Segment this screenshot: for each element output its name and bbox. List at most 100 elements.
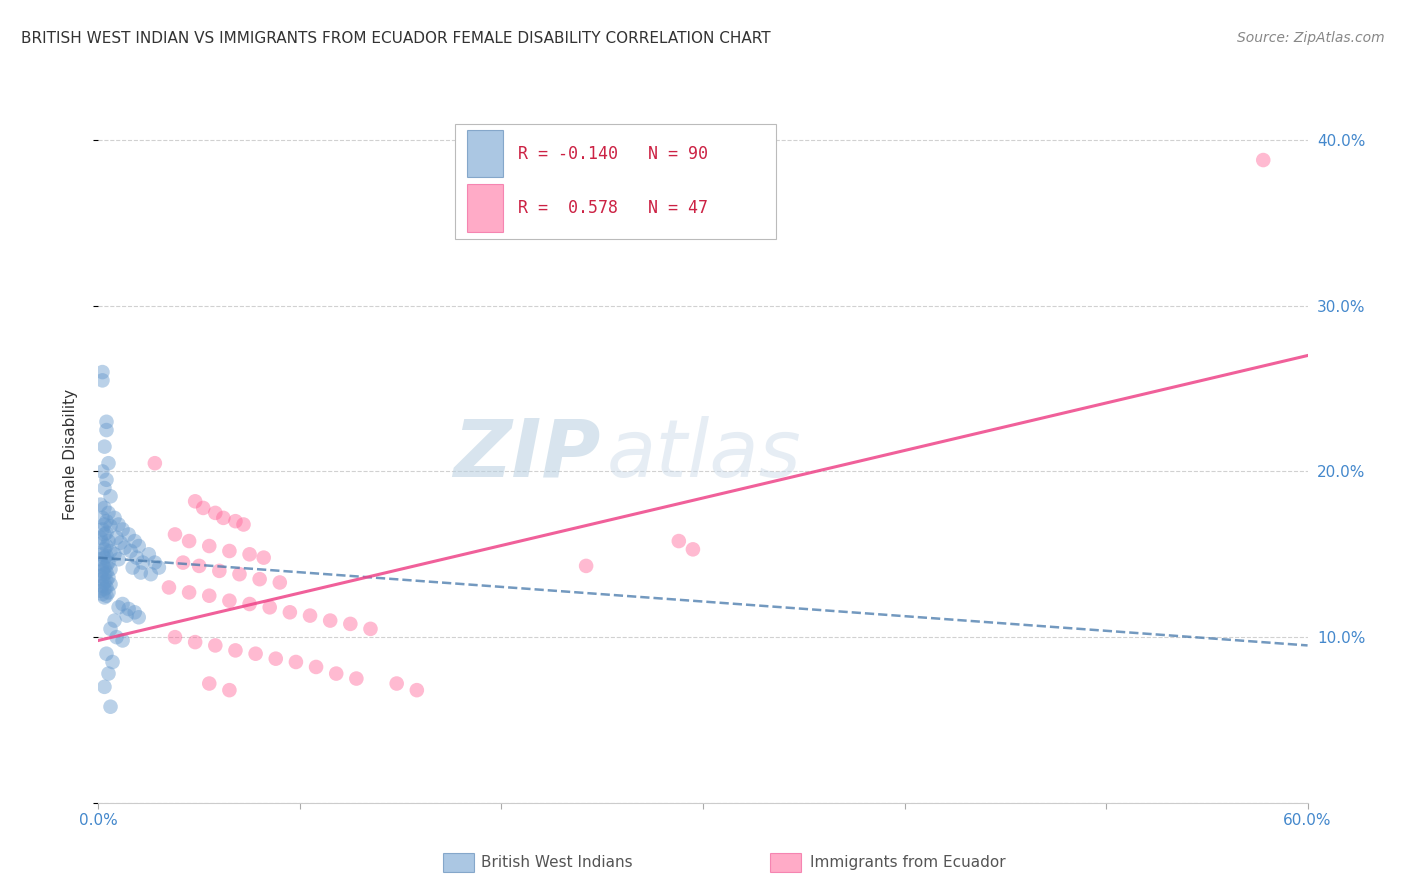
Point xyxy=(93,582,115,596)
Point xyxy=(305,660,328,674)
Point xyxy=(100,622,122,636)
Point xyxy=(91,465,114,479)
Point xyxy=(97,506,120,520)
Point xyxy=(319,614,342,628)
Point xyxy=(91,564,114,578)
Point xyxy=(129,566,152,580)
Point xyxy=(91,572,114,586)
Point xyxy=(97,585,120,599)
Point xyxy=(100,519,122,533)
Point xyxy=(103,614,125,628)
Point xyxy=(97,456,120,470)
Point xyxy=(96,574,118,588)
Point xyxy=(188,558,211,573)
Point xyxy=(249,572,271,586)
Point xyxy=(118,527,141,541)
Point xyxy=(115,608,138,623)
Point xyxy=(100,699,122,714)
Point xyxy=(93,527,115,541)
Point xyxy=(93,550,115,565)
Point xyxy=(107,600,129,615)
Point xyxy=(224,514,246,528)
Point xyxy=(89,531,111,545)
Point xyxy=(93,560,115,574)
Point xyxy=(93,567,115,582)
Point xyxy=(91,523,114,537)
Point xyxy=(91,511,114,525)
Point xyxy=(208,564,231,578)
Point xyxy=(228,567,250,582)
Point xyxy=(91,373,114,387)
Point xyxy=(339,616,361,631)
Point xyxy=(93,575,115,590)
Point xyxy=(91,535,114,549)
Point xyxy=(96,539,118,553)
Text: BRITISH WEST INDIAN VS IMMIGRANTS FROM ECUADOR FEMALE DISABILITY CORRELATION CHA: BRITISH WEST INDIAN VS IMMIGRANTS FROM E… xyxy=(21,31,770,46)
Point xyxy=(96,566,118,580)
Point xyxy=(148,560,170,574)
Point xyxy=(1251,153,1274,167)
Text: atlas: atlas xyxy=(606,416,801,494)
Point xyxy=(100,562,122,576)
Point xyxy=(682,542,704,557)
Point xyxy=(278,605,301,619)
Point xyxy=(107,517,129,532)
Point xyxy=(198,589,221,603)
Text: Source: ZipAtlas.com: Source: ZipAtlas.com xyxy=(1237,31,1385,45)
Point xyxy=(128,610,150,624)
Point xyxy=(139,567,162,582)
Point xyxy=(239,547,262,561)
Point xyxy=(93,680,115,694)
Point xyxy=(89,552,111,566)
Point xyxy=(96,514,118,528)
Point xyxy=(344,672,367,686)
Point xyxy=(204,506,226,520)
Point xyxy=(114,541,136,555)
Point xyxy=(224,643,246,657)
Text: R =  0.578   N = 47: R = 0.578 N = 47 xyxy=(517,199,709,217)
Point xyxy=(96,473,118,487)
Point xyxy=(93,591,115,605)
Point xyxy=(212,511,235,525)
Point xyxy=(385,676,408,690)
Point xyxy=(103,547,125,561)
FancyBboxPatch shape xyxy=(467,185,503,232)
Point xyxy=(105,531,128,545)
Point xyxy=(259,600,281,615)
Point xyxy=(110,535,132,549)
Point xyxy=(107,552,129,566)
Point xyxy=(253,550,276,565)
Point xyxy=(121,560,143,574)
Point xyxy=(103,511,125,525)
Point xyxy=(668,534,690,549)
Point xyxy=(193,500,215,515)
Point xyxy=(218,593,240,607)
Point xyxy=(575,558,598,573)
Point xyxy=(91,558,114,572)
Point xyxy=(299,608,322,623)
Point xyxy=(118,602,141,616)
Point xyxy=(269,575,291,590)
Text: R = -0.140   N = 90: R = -0.140 N = 90 xyxy=(517,145,709,162)
Point xyxy=(96,589,118,603)
Point xyxy=(163,630,186,644)
Point xyxy=(89,498,111,512)
Point xyxy=(89,583,111,598)
Point xyxy=(105,630,128,644)
Point xyxy=(96,423,118,437)
Text: ZIP: ZIP xyxy=(453,416,600,494)
Point xyxy=(360,622,382,636)
Point xyxy=(97,534,120,549)
Point xyxy=(93,542,115,557)
Point xyxy=(405,683,427,698)
Point xyxy=(218,683,240,698)
Point xyxy=(284,655,307,669)
Point xyxy=(97,570,120,584)
Point xyxy=(111,633,134,648)
Point xyxy=(96,549,118,563)
Point xyxy=(184,635,207,649)
Point xyxy=(264,651,287,665)
Text: British West Indians: British West Indians xyxy=(481,855,633,870)
Point xyxy=(179,585,201,599)
Point xyxy=(91,587,114,601)
